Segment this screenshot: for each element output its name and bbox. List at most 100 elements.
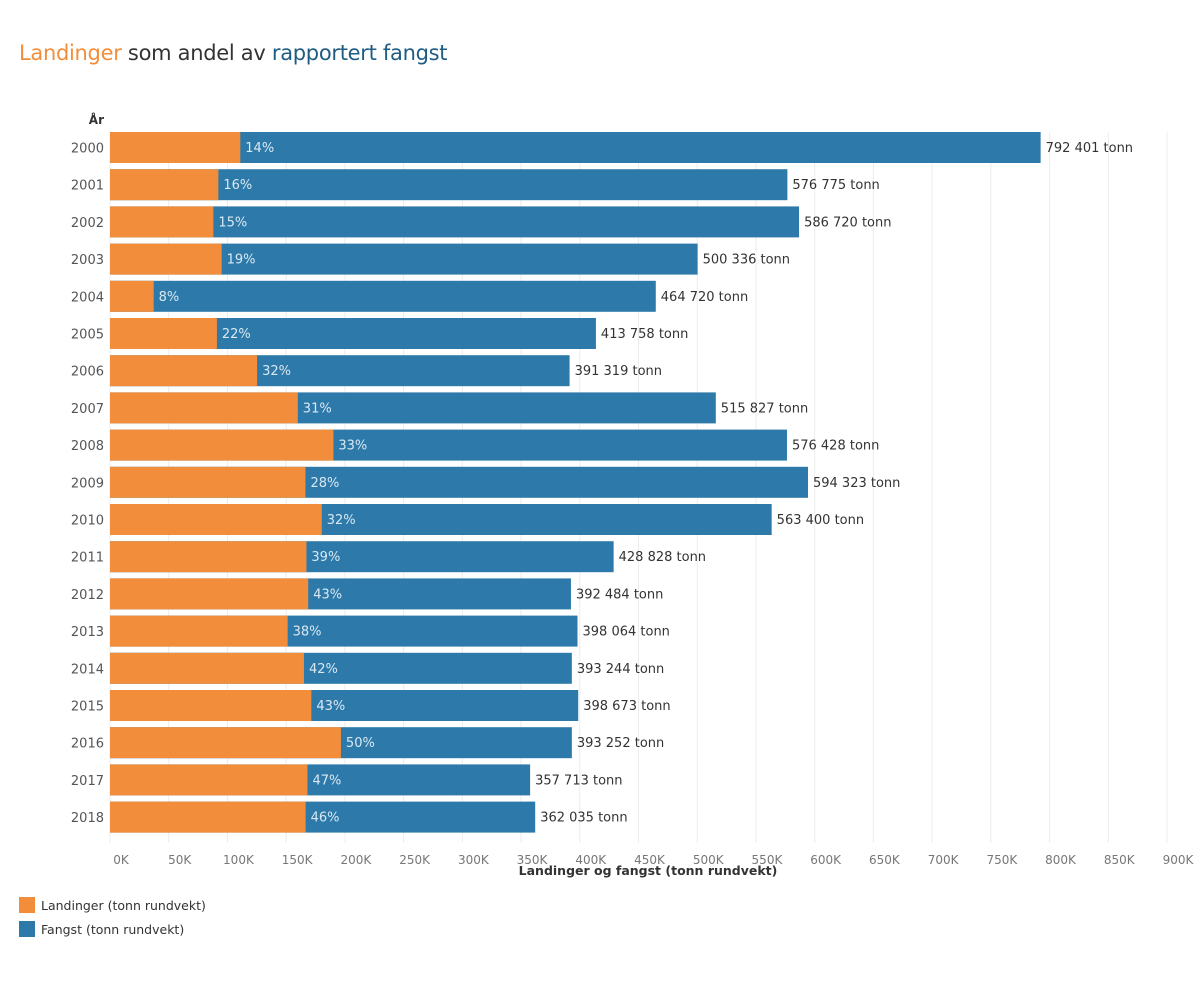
share-label: 16%	[223, 178, 252, 193]
x-tick-label: 500K	[693, 853, 725, 867]
total-label: 576 428 tonn	[792, 439, 879, 454]
total-label: 594 323 tonn	[813, 476, 900, 491]
bar-landinger[interactable]	[110, 578, 309, 610]
bar-landinger[interactable]	[110, 169, 219, 201]
total-label: 586 720 tonn	[804, 215, 891, 230]
bar-fangst[interactable]	[110, 169, 788, 201]
y-tick-label: 2016	[71, 737, 104, 752]
x-axis-labels: 0K 50K 100K 150K 200K 250K 300K 350K 400K 450K 500…	[113, 853, 1194, 867]
total-label: 392 484 tonn	[576, 587, 663, 602]
bar-row-2007: 31% 515 827 tonn	[110, 392, 808, 424]
y-tick-label: 2002	[71, 216, 104, 231]
y-tick-label: 2001	[71, 179, 104, 194]
title-middle: som andel av	[121, 41, 272, 65]
bar-landinger[interactable]	[110, 355, 258, 387]
bar-row-2004: 8% 464 720 tonn	[110, 280, 748, 312]
bar-landinger[interactable]	[110, 764, 308, 796]
total-label: 428 828 tonn	[619, 550, 706, 565]
share-label: 39%	[311, 550, 340, 565]
total-label: 576 775 tonn	[792, 178, 879, 193]
x-tick-label: 200K	[340, 853, 372, 867]
y-tick-label: 2014	[71, 662, 104, 677]
bar-landinger[interactable]	[110, 690, 312, 721]
share-label: 28%	[310, 476, 339, 491]
bar-landinger[interactable]	[110, 318, 217, 349]
bar-landinger[interactable]	[110, 615, 288, 647]
total-label: 413 758 tonn	[601, 327, 688, 342]
share-label: 32%	[262, 364, 291, 379]
bar-row-2006: 32% 391 319 tonn	[110, 355, 662, 387]
x-tick-label: 650K	[869, 853, 901, 867]
total-label: 563 400 tonn	[777, 513, 864, 528]
y-tick-label: 2007	[71, 402, 104, 417]
bar-fangst[interactable]	[110, 280, 656, 312]
x-tick-label: 850K	[1104, 853, 1136, 867]
bar-landinger[interactable]	[110, 652, 304, 684]
legend-label-fangst: Fangst (tonn rundvekt)	[41, 921, 185, 937]
y-tick-label: 2013	[71, 625, 104, 640]
y-tick-label: 2015	[71, 700, 104, 715]
bars: 14% 792 401 tonn 16% 576 775 tonn 15% 586 720…	[110, 132, 1133, 833]
total-label: 393 244 tonn	[577, 662, 664, 677]
y-tick-label: 2011	[71, 551, 104, 566]
x-tick-label: 350K	[517, 853, 549, 867]
total-label: 362 035 tonn	[540, 811, 627, 826]
bar-row-2014: 42% 393 244 tonn	[110, 652, 664, 684]
total-label: 500 336 tonn	[703, 253, 790, 268]
x-axis-title: Landinger og fangst (tonn rundvekt)	[519, 863, 778, 878]
bar-landinger[interactable]	[110, 429, 334, 461]
bar-landinger[interactable]	[110, 504, 322, 535]
share-label: 8%	[159, 290, 180, 305]
bar-row-2017: 47% 357 713 tonn	[110, 764, 623, 796]
total-label: 357 713 tonn	[535, 773, 622, 788]
bar-row-2018: 46% 362 035 tonn	[110, 801, 628, 833]
share-label: 33%	[338, 439, 367, 454]
bar-row-2009: 28% 594 323 tonn	[110, 466, 900, 498]
bar-landinger[interactable]	[110, 243, 222, 275]
share-label: 19%	[227, 253, 256, 268]
x-tick-label: 300K	[458, 853, 490, 867]
y-axis-title: År	[89, 112, 104, 127]
bar-landinger[interactable]	[110, 392, 298, 424]
y-tick-label: 2004	[71, 290, 104, 305]
bar-row-2010: 32% 563 400 tonn	[110, 504, 864, 535]
bar-fangst[interactable]	[110, 132, 1041, 163]
total-label: 398 673 tonn	[583, 699, 670, 714]
bar-row-2002: 15% 586 720 tonn	[110, 206, 891, 238]
y-tick-label: 2008	[71, 439, 104, 454]
bar-landinger[interactable]	[110, 280, 154, 312]
legend-item-landinger[interactable]: Landinger (tonn rundvekt)	[19, 893, 206, 917]
total-label: 515 827 tonn	[721, 401, 808, 416]
legend-swatch-fangst	[19, 921, 35, 937]
bar-landinger[interactable]	[110, 541, 307, 573]
x-tick-label: 900K	[1163, 853, 1195, 867]
title-fangst: rapportert fangst	[271, 41, 448, 65]
x-tick-label: 750K	[986, 853, 1018, 867]
share-label: 15%	[218, 215, 247, 230]
bar-landinger[interactable]	[110, 132, 241, 163]
y-axis-labels: 2000 2001 2002 2003 2004 2005 2006 2007 2008 2009…	[71, 142, 104, 827]
x-tick-label: 400K	[575, 853, 607, 867]
y-tick-label: 2009	[71, 476, 104, 491]
y-tick-label: 2017	[71, 774, 104, 789]
total-label: 792 401 tonn	[1046, 141, 1133, 156]
share-label: 14%	[245, 141, 274, 156]
bar-landinger[interactable]	[110, 727, 341, 759]
legend-label-landinger: Landinger (tonn rundvekt)	[41, 897, 206, 913]
share-label: 47%	[312, 773, 341, 788]
bar-fangst[interactable]	[110, 206, 800, 238]
x-tick-label: 450K	[634, 853, 666, 867]
total-label: 391 319 tonn	[575, 364, 662, 379]
x-tick-label: 700K	[928, 853, 960, 867]
y-tick-label: 2006	[71, 365, 104, 380]
share-label: 32%	[327, 513, 356, 528]
x-tick-label: 0K	[113, 853, 130, 867]
bar-landinger[interactable]	[110, 466, 306, 498]
legend-swatch-landinger	[19, 897, 35, 913]
bar-landinger[interactable]	[110, 206, 214, 238]
bar-row-2013: 38% 398 064 tonn	[110, 615, 670, 647]
share-label: 22%	[222, 327, 251, 342]
title-landinger: Landinger	[19, 41, 122, 65]
bar-landinger[interactable]	[110, 801, 306, 833]
legend-item-fangst[interactable]: Fangst (tonn rundvekt)	[19, 917, 206, 941]
